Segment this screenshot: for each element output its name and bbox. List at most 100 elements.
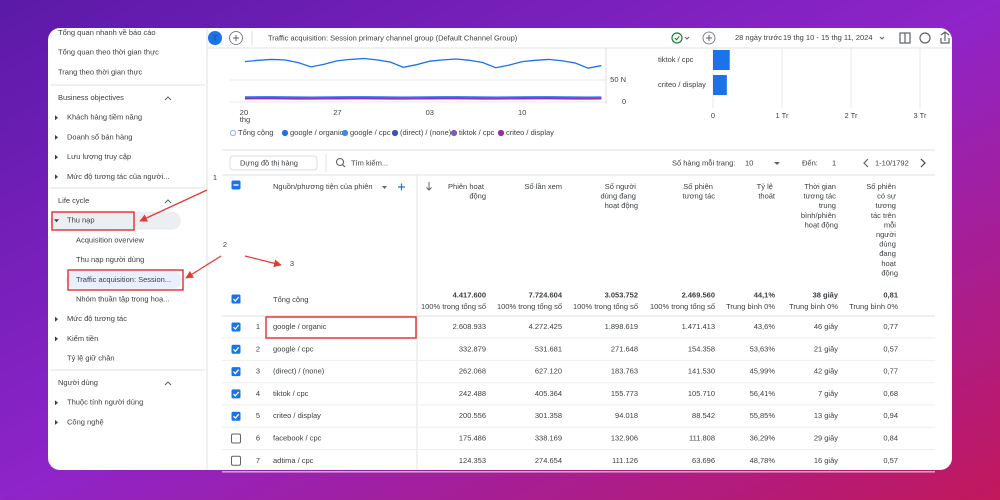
checkbox[interactable] (231, 294, 241, 304)
avatar[interactable] (208, 31, 222, 45)
highlight-box (67, 269, 184, 291)
row-cell: 56,41% (750, 389, 776, 398)
legend-label: tiktok / cpc (459, 128, 495, 137)
row-source: facebook / cpc (273, 433, 322, 442)
nav-item[interactable]: Doanh số bán hàng (67, 132, 132, 141)
section-title: Người dùng (58, 378, 98, 387)
legend-swatch (229, 129, 237, 137)
nav-item[interactable]: Công nghệ (67, 417, 104, 426)
prev-page[interactable] (863, 158, 869, 168)
row-cell: 405.364 (535, 389, 562, 398)
plus-icon (233, 35, 239, 41)
text-line: Phiên hoạt (448, 182, 486, 191)
text-line: trung (819, 201, 838, 210)
column-header[interactable]: Số phiên có sự tương tác trên mỗi người … (866, 182, 898, 277)
next-page[interactable] (920, 158, 926, 168)
legend-swatch (497, 129, 505, 137)
nav-subitem[interactable]: Traffic acquisition: Session... (76, 275, 171, 284)
sort-icon (426, 182, 432, 191)
total-note: Trung bình 0% (849, 302, 898, 311)
row-source: adtima / cpc (273, 456, 314, 465)
avatar-letter: T (213, 33, 218, 42)
column-header[interactable]: Số phiên tương tác (683, 182, 716, 201)
expand-icon (55, 336, 58, 342)
column-header[interactable]: Số lần xem (524, 182, 562, 191)
text-line: tương tác (803, 192, 838, 201)
status-check (674, 35, 680, 41)
line-plot (244, 57, 602, 100)
nav-item[interactable]: Kiếm tiền (67, 334, 98, 343)
highlight-box (265, 316, 417, 339)
column-header[interactable]: Số người dùng đang hoạt động (600, 182, 638, 210)
checkbox[interactable] (231, 455, 241, 466)
total-value: 3.053.752 (605, 290, 638, 299)
collapse-icon[interactable] (164, 381, 172, 386)
row-cell: 7 giây (818, 389, 838, 398)
collapse-icon[interactable] (164, 96, 172, 101)
status-caret (684, 36, 690, 40)
nav-item[interactable]: Tổng quan theo thời gian thực (58, 48, 159, 57)
nav-item[interactable]: Khách hàng tiềm năng (67, 113, 142, 122)
annotation-number: 2 (223, 240, 227, 249)
add-dimension[interactable] (398, 183, 405, 191)
row-cell: 154.358 (688, 344, 715, 353)
nav-item[interactable]: Trang theo thời gian thực (58, 67, 143, 76)
checkbox[interactable] (231, 389, 241, 399)
nav-item[interactable]: Lưu lượng truy cập (67, 152, 131, 161)
column-header[interactable]: Tỷ lệ thoát (757, 182, 776, 201)
checkbox[interactable] (231, 411, 241, 421)
row-cell: 0,77 (883, 367, 898, 376)
row-cell: 36,29% (750, 433, 776, 442)
text-line: Số lần xem (524, 182, 562, 191)
checkbox[interactable] (231, 322, 241, 332)
expand-icon (55, 400, 58, 406)
row-cell: 42 giây (814, 367, 838, 376)
nav-item[interactable]: Tỷ lệ giữ chân (67, 354, 115, 363)
nav-item[interactable]: Thu nạp (67, 216, 95, 225)
y-tick-label: 50 N (610, 75, 626, 84)
pagination: 1-10/1792 (875, 158, 909, 167)
row-cell: 141.530 (688, 367, 715, 376)
row-cell: 132.906 (611, 433, 638, 442)
annotation-arrow (139, 189, 208, 222)
total-value: 4.417.600 (453, 290, 486, 299)
nav-item[interactable]: Mức độ tương tác của người... (67, 172, 169, 181)
rows-value[interactable]: 10 (745, 158, 753, 167)
nav-item[interactable]: Tổng quan nhanh về báo cáo (58, 28, 156, 37)
chart-button[interactable] (229, 155, 318, 171)
nav-subitem[interactable]: Nhóm thuần tập trong hoạ... (76, 294, 169, 303)
date-prefix: 28 ngày trước (735, 33, 782, 42)
row-cell: 0,77 (883, 322, 898, 331)
text-line: 03 (426, 108, 434, 117)
total-note: 100% trong tổng số (421, 302, 487, 311)
column-header[interactable]: Phiên hoạt động (448, 182, 486, 201)
row-cell: 262.068 (459, 367, 486, 376)
row-cell: 627.120 (535, 367, 562, 376)
bar (713, 50, 730, 70)
legend-label: (direct) / (none) (400, 128, 452, 137)
column-header[interactable]: Thời gian tương tác trung bình/phiên hoạ… (801, 182, 838, 229)
dimension-caret (382, 186, 387, 189)
row-cell: 301.358 (535, 411, 562, 420)
nav-item[interactable]: Mức độ tương tác (67, 314, 127, 323)
x-tick-label: 1 Tr (776, 111, 789, 120)
row-cell: 46 giây (814, 322, 838, 331)
checkbox[interactable] (231, 344, 241, 354)
date-range[interactable]: 19 thg 10 - 15 thg 11, 2024 (783, 33, 873, 42)
nav-item[interactable]: Thuộc tính người dùng (67, 398, 143, 407)
goto-value[interactable]: 1 (832, 158, 836, 167)
collapse-icon[interactable] (164, 199, 172, 204)
nav-subitem[interactable]: Acquisition overview (76, 235, 145, 244)
insights-icon[interactable] (919, 32, 931, 44)
share-icon[interactable] (940, 31, 950, 44)
row-cell: 2.608.933 (453, 322, 486, 331)
checkbox[interactable] (231, 367, 241, 377)
checkbox[interactable] (231, 433, 241, 444)
nav-subitem[interactable]: Thu nạp người dùng (76, 255, 144, 264)
text-line: động (881, 268, 898, 277)
search-input[interactable]: Tìm kiếm... (351, 158, 388, 167)
text-line: tương tác (683, 192, 716, 201)
total-note: Trung bình 0% (726, 302, 775, 311)
expand-icon (55, 115, 58, 121)
